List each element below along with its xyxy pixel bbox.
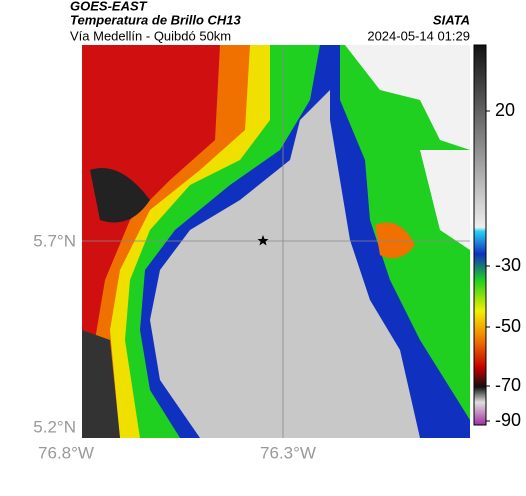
lat-label: 5.7°N [33, 231, 76, 250]
lon-label: 76.3°W [260, 443, 316, 462]
colorbar-tick: -70 [495, 375, 521, 395]
satellite-image [82, 45, 470, 438]
lon-label: 76.8°W [38, 443, 94, 462]
colorbar-tick: -50 [495, 316, 521, 336]
colorbar-tick: -30 [495, 255, 521, 275]
brand: SIATA [433, 12, 470, 27]
lat-label: 5.2°N [33, 417, 76, 436]
timestamp: 2024-05-14 01:29 [367, 28, 470, 43]
source: GOES-EAST [70, 0, 148, 13]
colorbar-tick: 20 [495, 100, 515, 120]
title: Temperatura de Brillo CH13 [70, 12, 242, 27]
colorbar-tick: -90 [495, 410, 521, 430]
subtitle: Vía Medellín - Quibdó 50km [70, 28, 231, 43]
colorbar [473, 44, 487, 426]
